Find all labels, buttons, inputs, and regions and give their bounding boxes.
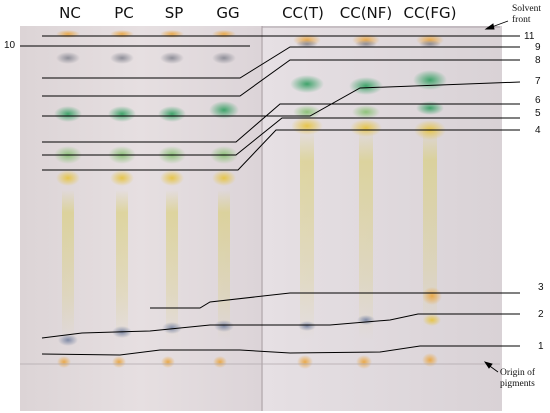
leader-3	[150, 292, 520, 309]
band-number-5: 5	[535, 108, 541, 119]
lane-label-pc: PC	[114, 4, 134, 22]
annotation-arrows	[483, 20, 509, 373]
leader-2	[41, 313, 520, 339]
leader-1	[41, 345, 520, 356]
leader-9	[42, 46, 520, 79]
band-number-11: 11	[524, 31, 535, 42]
lane-label-cc-fg: CC(FG)	[403, 4, 457, 22]
lane-label-nc: NC	[59, 4, 81, 22]
leader-4	[42, 129, 520, 171]
lane-label-cc-t: CC(T)	[282, 4, 324, 22]
lane-label-cc-nf: CC(NF)	[339, 4, 393, 22]
lane-label-sp: SP	[164, 4, 184, 22]
band-number-6: 6	[535, 95, 541, 106]
band-number-3: 3	[538, 282, 544, 293]
lane-label-gg: GG	[216, 4, 240, 22]
leader-7	[42, 81, 521, 117]
band-number-1: 1	[538, 341, 544, 352]
annotation-leader-lines	[20, 35, 521, 356]
band-number-7: 7	[535, 76, 541, 87]
band-number-2: 2	[538, 309, 544, 320]
solvent-front-label: Solvent front	[512, 4, 542, 25]
band-number-10: 10	[4, 40, 16, 51]
leader-6	[42, 103, 520, 143]
origin-of-pigments-label: Origin of pigments	[500, 368, 536, 389]
lanes-right	[290, 34, 447, 369]
leader-5	[42, 117, 520, 156]
band-number-4: 4	[535, 125, 541, 136]
band-number-9: 9	[535, 42, 541, 53]
band-number-8: 8	[535, 55, 541, 66]
leader-8	[42, 59, 520, 97]
